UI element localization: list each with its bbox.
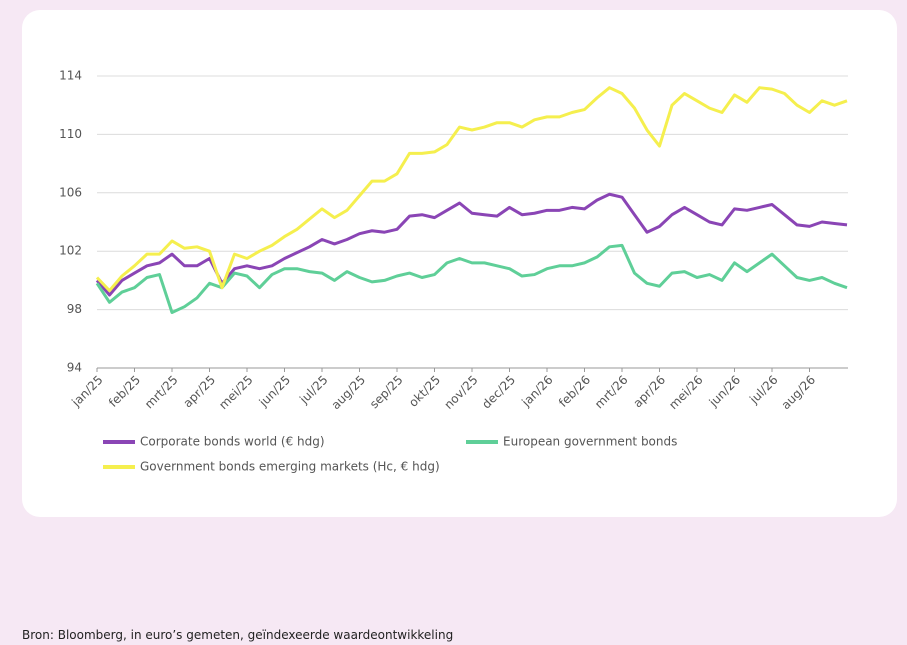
y-tick-label: 114 [59, 69, 82, 83]
x-tick-label: mrt/25 [142, 373, 181, 412]
source-note: Bron: Bloomberg, in euro’s gemeten, geïn… [22, 628, 454, 642]
y-tick-label: 102 [59, 244, 82, 258]
x-tick-label: jun/25 [256, 373, 293, 410]
y-tick-label: 106 [59, 185, 82, 199]
x-tick-label: jan/26 [518, 373, 555, 410]
x-tick-label: sep/25 [367, 373, 406, 412]
x-tick-label: feb/25 [106, 373, 143, 410]
x-tick-label: jun/26 [706, 373, 743, 410]
x-tick-label: aug/26 [779, 373, 819, 413]
series-line [95, 192, 848, 297]
x-tick-label: dec/25 [479, 373, 518, 412]
y-tick-label: 110 [59, 127, 82, 141]
y-tick-label: 98 [67, 302, 82, 316]
x-tick-label: feb/26 [556, 373, 593, 410]
legend-label: Corporate bonds world (€ hdg) [140, 435, 325, 449]
series-line [95, 86, 848, 293]
y-tick-label: 94 [67, 361, 82, 375]
x-tick-label: mei/25 [216, 373, 255, 412]
legend-label: Government bonds emerging markets (Hc, €… [140, 460, 440, 474]
x-tick-label: mrt/26 [592, 373, 631, 412]
x-tick-label: jan/25 [68, 373, 105, 410]
x-tick-label: okt/25 [406, 373, 443, 410]
x-tick-label: mei/26 [666, 373, 705, 412]
x-tick-label: apr/26 [630, 373, 668, 411]
x-tick-label: jul/25 [296, 373, 330, 407]
x-tick-label: aug/25 [329, 373, 369, 413]
x-tick-label: apr/25 [180, 373, 218, 411]
x-tick-label: jul/26 [746, 373, 780, 407]
legend-label: European government bonds [503, 435, 677, 449]
x-tick-label: nov/25 [441, 373, 480, 412]
chart-card [22, 10, 897, 517]
